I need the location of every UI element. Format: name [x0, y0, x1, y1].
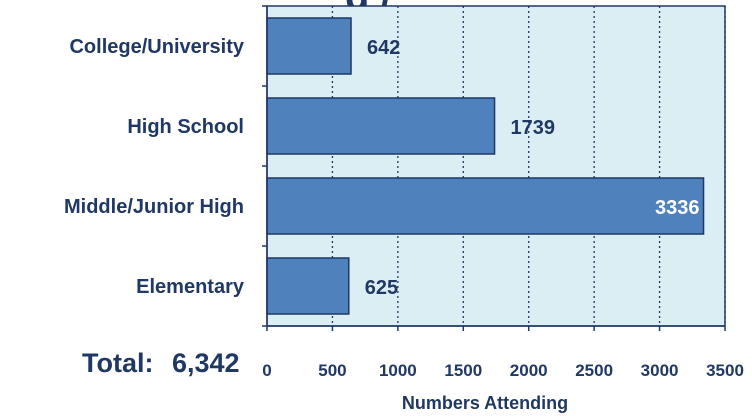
category-label: Elementary — [136, 276, 245, 298]
data-label: 642 — [367, 37, 400, 59]
bar — [266, 177, 705, 235]
x-tick-label: 2500 — [575, 361, 613, 380]
x-tick-label: 1500 — [444, 361, 482, 380]
data-label: 3336 — [655, 197, 700, 219]
data-label: 625 — [365, 277, 398, 299]
bar — [266, 17, 352, 75]
x-tick-label: 3000 — [641, 361, 679, 380]
total-value: 6,342 — [172, 348, 240, 378]
bar — [266, 257, 350, 315]
category-label: College/University — [69, 36, 244, 58]
x-tick-label: 3500 — [706, 361, 744, 380]
x-tick-label: 2000 — [510, 361, 548, 380]
bars — [266, 17, 705, 315]
category-label: High School — [127, 116, 244, 138]
x-tick-label: 1000 — [379, 361, 417, 380]
bar — [266, 97, 496, 155]
x-tick-label: 500 — [318, 361, 346, 380]
x-tick-label: 0 — [262, 361, 271, 380]
data-label: 1739 — [511, 117, 555, 139]
total-label: Total: — [82, 348, 153, 378]
category-label: Middle/Junior High — [64, 196, 244, 218]
x-axis-title: Numbers Attending — [402, 393, 568, 413]
axes: 0 500 1000 1500 2000 2500 3000 3500 — [262, 5, 744, 380]
labels: College/University 642 High School 1739 Midd… — [64, 36, 700, 299]
